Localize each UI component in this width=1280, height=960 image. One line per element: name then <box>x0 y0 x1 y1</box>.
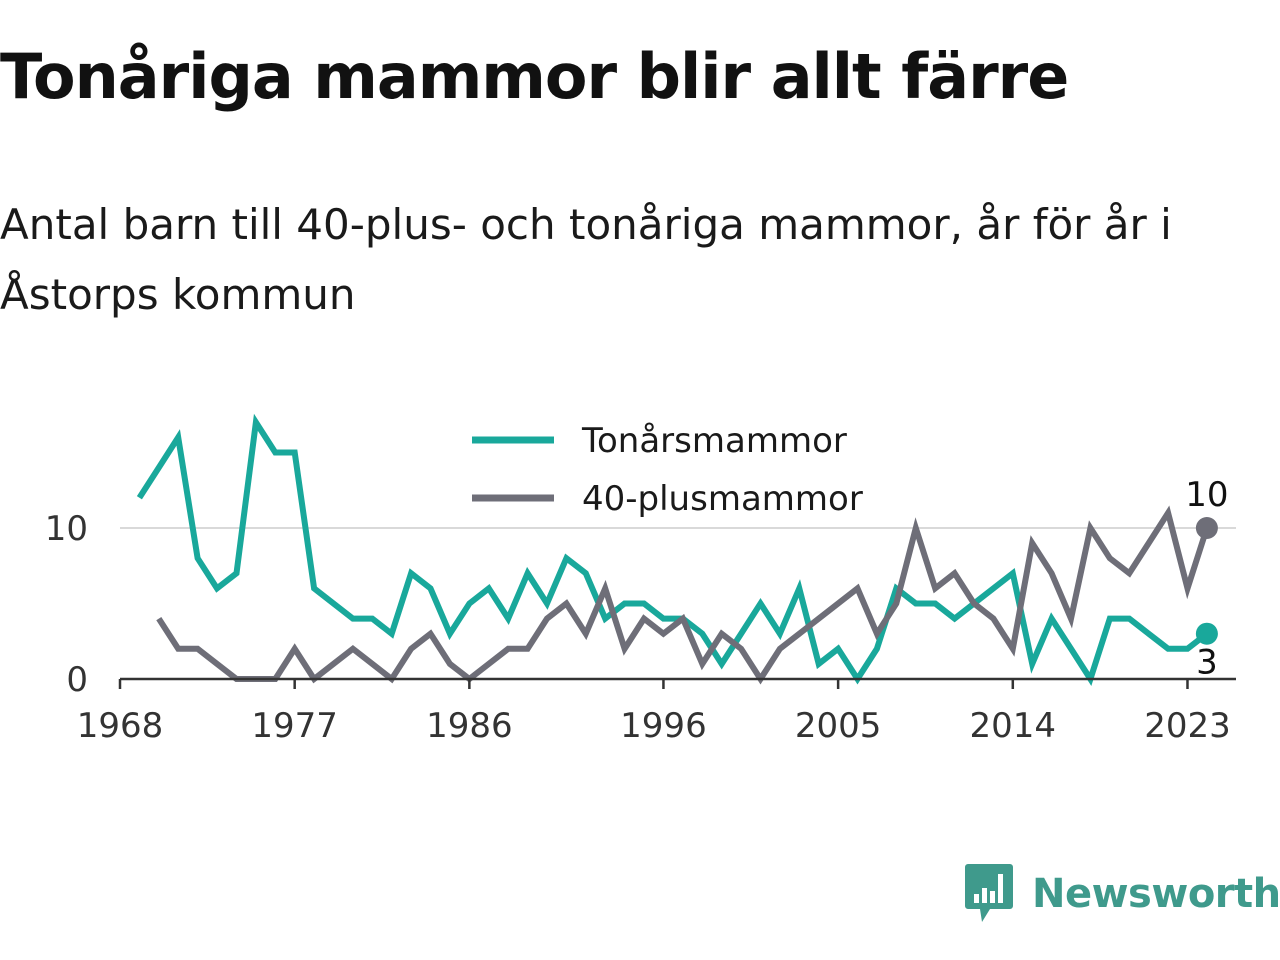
y-tick-label: 0 <box>66 660 88 700</box>
line-chart: 0 10 1968 1977 1986 1996 2005 2014 2023 Tonårsma… <box>45 404 1236 746</box>
axis-layer: 0 10 1968 1977 1986 1996 2005 2014 2023 <box>45 509 1236 746</box>
legend-label: 40-plusmammor <box>582 479 863 519</box>
chart-title: Tonåriga mammor blir allt färre <box>0 40 1069 113</box>
series-line <box>136 413 1209 686</box>
brand-name: Newsworthy <box>1032 871 1280 917</box>
x-tick-label: 2023 <box>1144 706 1231 746</box>
x-tick-label: 1986 <box>426 706 513 746</box>
end-point-marker <box>1195 517 1218 539</box>
x-tick-label: 2005 <box>795 706 882 746</box>
x-tick-label: 2014 <box>970 706 1057 746</box>
legend-label: Tonårsmammor <box>581 421 847 461</box>
newsworthy-logo-icon <box>965 864 1013 922</box>
series-line <box>156 505 1210 685</box>
chart-subtitle: Antal barn till 40-plus- och tonåriga ma… <box>0 200 1172 319</box>
legend-background <box>458 404 898 524</box>
series-lines <box>136 413 1210 686</box>
brand-logo: Newsworthy <box>964 862 1280 926</box>
x-tick-label: 1977 <box>251 706 338 746</box>
end-value-label: 3 <box>1196 643 1218 683</box>
legend: Tonårsmammor 40-plusmammor <box>458 404 898 524</box>
end-markers: 3 10 <box>1182 472 1231 686</box>
end-value-label: 10 <box>1185 475 1228 515</box>
y-tick-label: 10 <box>45 509 88 549</box>
x-tick-label: 1996 <box>620 706 707 746</box>
x-tick-label: 1968 <box>77 706 164 746</box>
end-point-marker <box>1195 622 1218 645</box>
